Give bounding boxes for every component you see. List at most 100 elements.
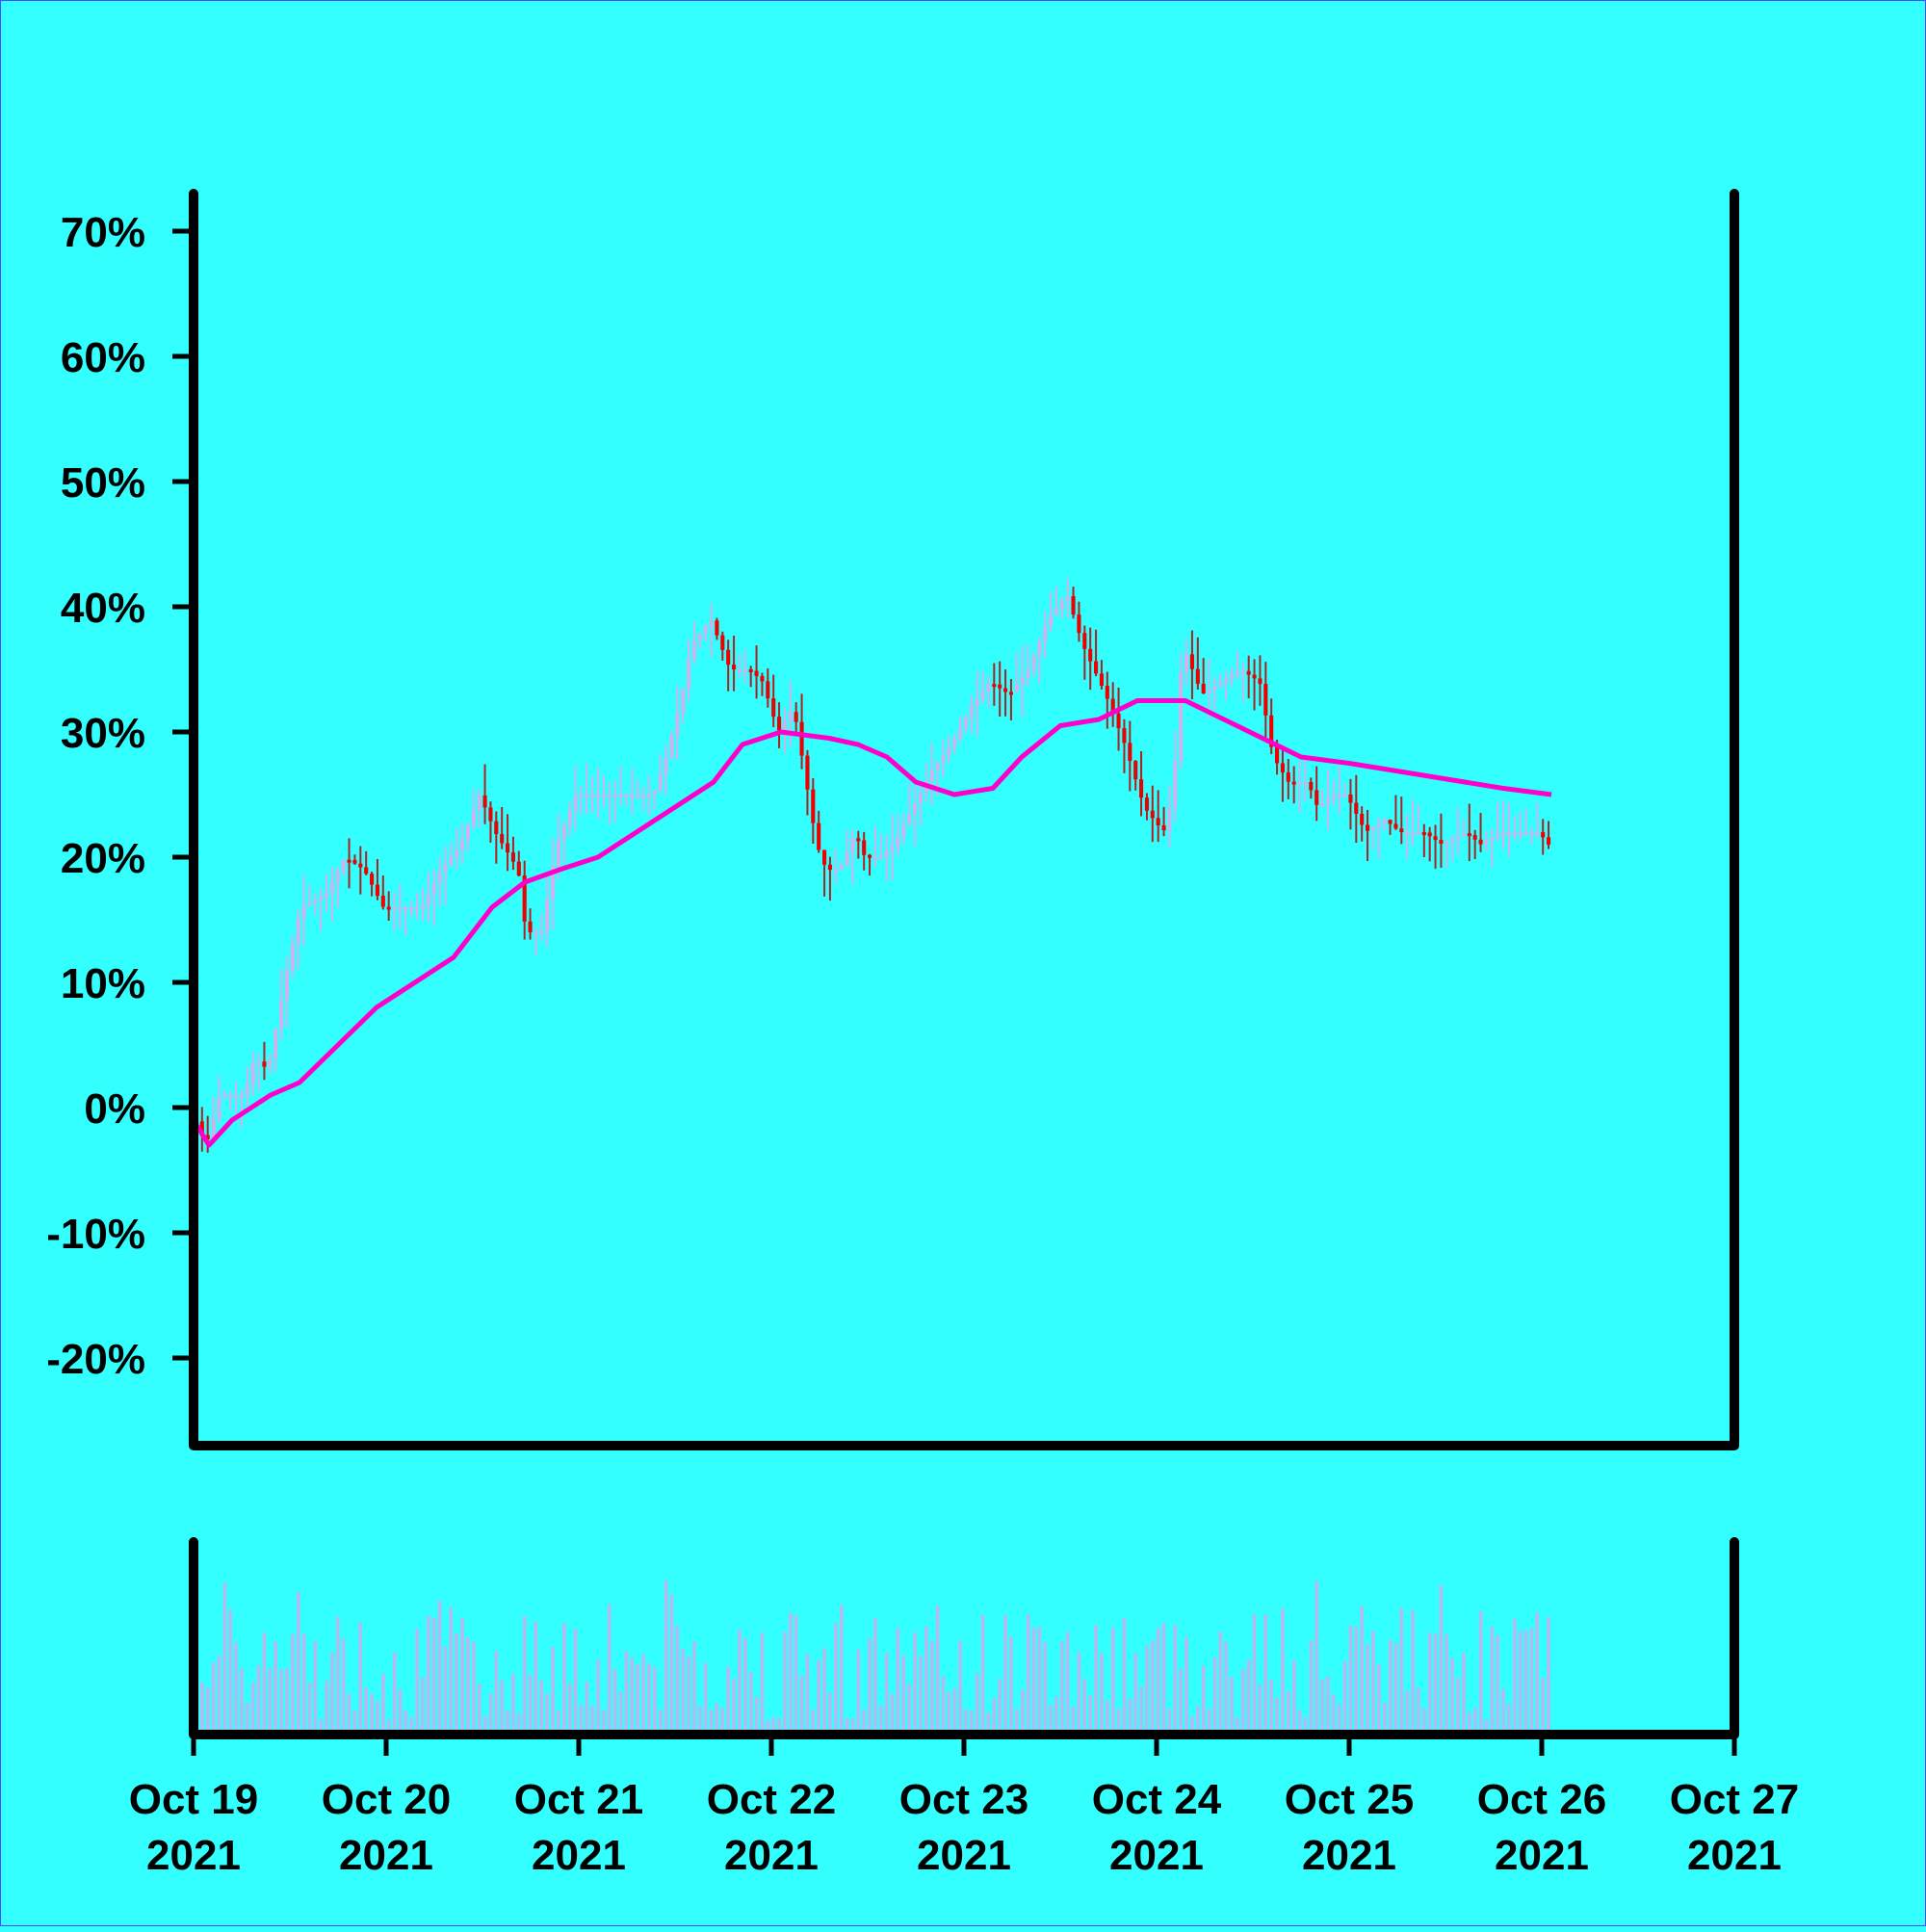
candle-body [488, 807, 493, 822]
candle-body [567, 810, 572, 825]
volume-bar [466, 1636, 470, 1735]
candle-body [386, 906, 391, 910]
volume-bar [1037, 1627, 1042, 1735]
volume-bar [590, 1706, 594, 1735]
volume-bar [834, 1623, 838, 1735]
volume-bar [850, 1718, 855, 1735]
volume-bar [1371, 1631, 1375, 1735]
candle-body [534, 932, 538, 935]
candle-body [329, 881, 334, 894]
candle-body [301, 905, 306, 919]
candle-body [799, 721, 804, 756]
candle-body [1258, 678, 1262, 685]
volume-bar [992, 1697, 997, 1735]
candle-body [1478, 839, 1483, 845]
volume-bar [472, 1641, 476, 1735]
candle-body [262, 1061, 267, 1067]
candle-body [307, 902, 312, 906]
candle-body [1325, 798, 1330, 803]
candle-body [1003, 688, 1008, 692]
candle-body [1269, 715, 1274, 747]
volume-bar [732, 1679, 736, 1735]
candle-body [284, 970, 289, 1001]
volume-bar [692, 1641, 696, 1735]
candle-body [805, 755, 810, 790]
candle-body [766, 681, 770, 699]
volume-bar [534, 1621, 538, 1735]
candle-body [1082, 633, 1087, 649]
volume-bar [890, 1693, 895, 1735]
volume-bar [975, 1673, 979, 1735]
volume-bar [1332, 1693, 1336, 1735]
candle-body [636, 795, 640, 797]
x-tick-label-year: 2021 [339, 1832, 433, 1879]
candle-body [409, 907, 414, 910]
volume-bar [952, 1687, 956, 1735]
volume-bar [720, 1708, 725, 1735]
candle-body [839, 866, 844, 870]
volume-bar [1246, 1659, 1251, 1735]
candle-body [380, 896, 385, 907]
volume-bar [1269, 1679, 1273, 1735]
volume-bar [1547, 1616, 1550, 1735]
volume-bar [403, 1710, 408, 1735]
volume-bar [1275, 1697, 1279, 1735]
volume-bar [1450, 1658, 1454, 1735]
candle-body [760, 675, 765, 682]
candle-body [1366, 824, 1370, 831]
volume-bar [279, 1669, 283, 1735]
volume-bar [748, 1671, 753, 1735]
volume-bar [839, 1605, 844, 1735]
candle-body [522, 875, 527, 922]
volume-bar [1082, 1679, 1087, 1735]
volume-bar [1263, 1614, 1268, 1735]
candle-body [618, 795, 623, 797]
volume-bar [1411, 1609, 1415, 1735]
x-tick-label-date: Oct 22 [707, 1776, 837, 1823]
volume-bar [1366, 1643, 1369, 1735]
candle-body [239, 1095, 244, 1098]
candle-body [1541, 832, 1546, 838]
candle-body [1043, 626, 1048, 641]
candle-body [1388, 820, 1392, 824]
candle-body [1512, 832, 1517, 835]
candle-body [1456, 836, 1461, 840]
volume-bar [845, 1717, 849, 1735]
volume-bar [1156, 1628, 1160, 1735]
candle-body [398, 907, 403, 910]
volume-bar [506, 1710, 509, 1735]
volume-bar [811, 1710, 816, 1735]
candle-body [1230, 674, 1235, 679]
candle-body [845, 851, 849, 867]
volume-bar [205, 1686, 210, 1735]
volume-bar [234, 1642, 238, 1735]
volume-bar [347, 1693, 351, 1735]
volume-bar [1541, 1678, 1545, 1735]
candle-body [742, 669, 747, 672]
candle-body [1416, 832, 1420, 835]
volume-bar [681, 1649, 685, 1735]
candle-body [585, 795, 589, 797]
volume-bar [1071, 1706, 1076, 1735]
candle-body [1110, 698, 1115, 714]
volume-bar [1049, 1704, 1053, 1735]
candle-body [1461, 833, 1466, 837]
candle-body [1337, 795, 1341, 797]
volume-bar [256, 1665, 261, 1735]
candle-body [1547, 837, 1551, 845]
candle-body [1320, 802, 1325, 806]
volume-bar [313, 1640, 318, 1735]
candle-body [624, 795, 629, 797]
candle-body [319, 897, 324, 901]
candle-body [494, 821, 499, 835]
volume-bar [1094, 1624, 1098, 1735]
volume-bar [352, 1710, 357, 1735]
volume-bar [1077, 1652, 1081, 1735]
volume-bar [1218, 1631, 1223, 1735]
volume-bar [783, 1632, 787, 1735]
volume-bar [325, 1681, 328, 1735]
x-tick-label-date: Oct 26 [1477, 1776, 1607, 1823]
volume-bar [1184, 1636, 1188, 1735]
candle-body [986, 684, 991, 692]
